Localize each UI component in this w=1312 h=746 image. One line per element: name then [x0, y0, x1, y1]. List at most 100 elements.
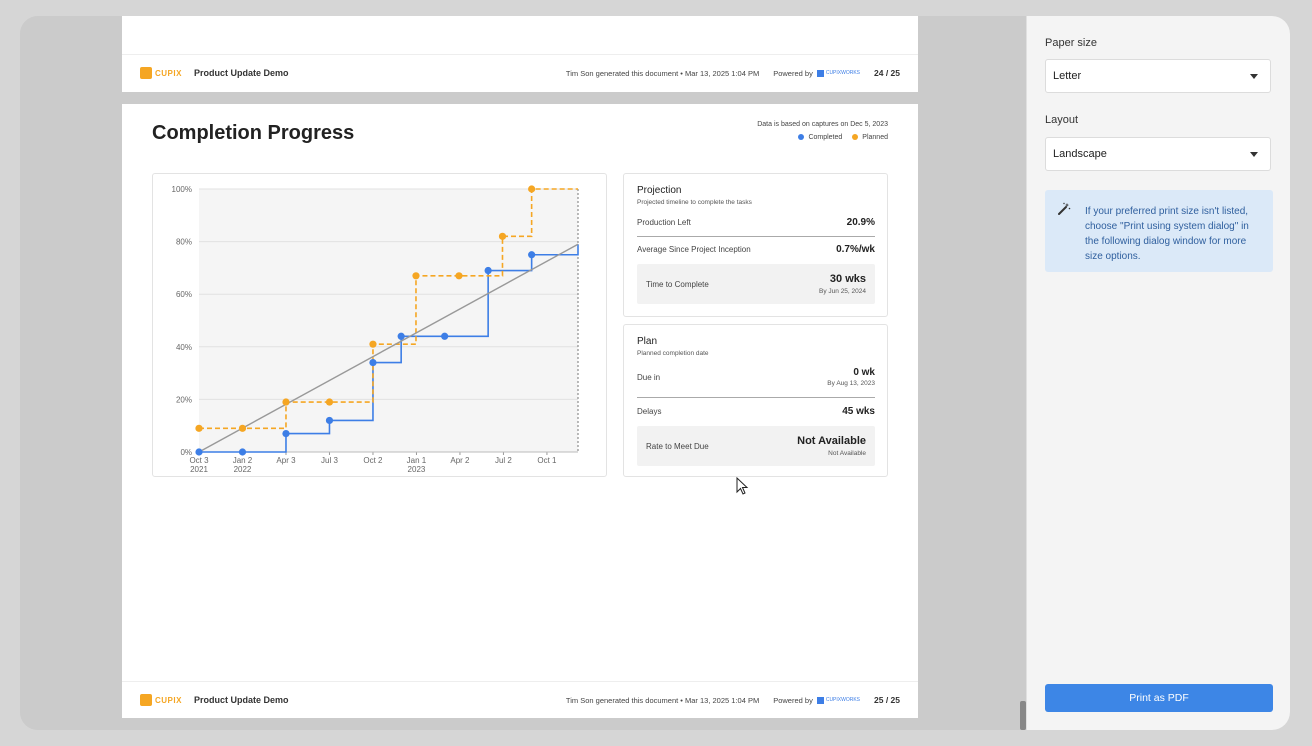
legend-completed-swatch [798, 134, 805, 141]
print-size-info: If your preferred print size isn't liste… [1045, 190, 1273, 272]
preview-page-24: CUPIX Product Update Demo Tim Son genera… [122, 16, 918, 92]
page-footer: CUPIX Product Update Demo Tim Son genera… [122, 54, 918, 91]
cupix-logo-icon [140, 67, 152, 79]
due-in-value: 0 wk [853, 367, 875, 378]
layout-label: Layout [1045, 114, 1079, 126]
rate-to-meet-due-value: Not Available [797, 435, 866, 447]
planned-point [455, 272, 463, 280]
due-in-label: Due in [637, 372, 661, 382]
planned-point [238, 424, 247, 432]
completed-point [325, 416, 334, 425]
average-row: Average Since Project Inception 0.7%/wk [637, 244, 875, 255]
x-tick-label: Jul 3 [321, 456, 338, 465]
legend-completed: Completed [798, 134, 842, 141]
time-to-complete-value: 30 wks [829, 273, 866, 285]
planned-point [528, 185, 536, 193]
print-as-pdf-button[interactable]: Print as PDF [1045, 684, 1273, 712]
page-number: 24 / 25 [874, 68, 900, 78]
delays-value: 45 wks [842, 406, 875, 417]
powered-by: Powered by CUPIXWORKS [773, 695, 860, 705]
x-tick-label: 2023 [408, 465, 426, 474]
cupix-logo: CUPIX [140, 67, 192, 79]
production-left-row: Production Left 20.9% [637, 217, 875, 228]
delays-label: Delays [637, 407, 662, 416]
paper-size-select[interactable]: Letter [1045, 59, 1271, 93]
caret-down-icon [1250, 152, 1258, 157]
y-tick-label: 100% [172, 185, 192, 194]
rate-to-meet-due-label: Rate to Meet Due [646, 442, 709, 451]
x-tick-label: Oct 1 [537, 456, 557, 465]
legend-planned: Planned [852, 134, 888, 141]
layout-value: Landscape [1053, 148, 1107, 160]
average-value: 0.7%/wk [836, 244, 875, 255]
y-tick-label: 0% [180, 448, 192, 457]
delays-row: Delays 45 wks [637, 406, 875, 417]
x-tick-label: 2021 [190, 465, 208, 474]
preview-scrollbar[interactable] [1020, 701, 1026, 730]
projection-subtitle: Projected timeline to complete the tasks [637, 199, 752, 206]
x-tick-label: Jul 2 [495, 456, 512, 465]
planned-point [282, 398, 290, 406]
y-tick-label: 20% [176, 395, 192, 404]
time-to-complete-date: By Jun 25, 2024 [819, 288, 866, 295]
plot-area [199, 189, 578, 452]
data-note: Data is based on captures on Dec 5, 2023 [757, 121, 888, 128]
generated-info: Tim Son generated this document • Mar 13… [565, 68, 760, 78]
completed-point [484, 266, 492, 275]
x-tick-label: Jan 2 [233, 456, 253, 465]
legend-planned-swatch [852, 134, 859, 141]
completion-chart: 0% 20% 40% 60% 80% 100% Oct 3 2021 Jan 2 2022 Apr … [152, 173, 607, 477]
print-size-info-text: If your preferred print size isn't liste… [1085, 206, 1249, 262]
layout-select[interactable]: Landscape [1045, 137, 1271, 171]
x-tick-label: Oct 3 [189, 456, 209, 465]
generated-info: Tim Son generated this document • Mar 13… [565, 695, 760, 705]
divider [637, 236, 875, 237]
planned-point [498, 232, 507, 240]
y-tick-label: 80% [176, 238, 192, 247]
page-number: 25 / 25 [874, 695, 900, 705]
plan-card: Plan Planned completion date Due in 0 wk… [623, 324, 888, 477]
rate-to-meet-due-sub: Not Available [828, 450, 866, 457]
due-in-date: By Aug 13, 2023 [827, 380, 875, 387]
production-left-value: 20.9% [846, 217, 875, 228]
planned-point [325, 398, 334, 406]
paper-size-label: Paper size [1045, 37, 1097, 49]
caret-down-icon [1250, 74, 1258, 79]
completed-point [195, 448, 203, 456]
y-tick-label: 40% [176, 343, 192, 352]
page-title: Completion Progress [152, 122, 355, 144]
y-tick-label: 60% [176, 290, 192, 299]
x-tick-label: Jan 1 [407, 456, 427, 465]
print-settings-panel: Paper size Letter Layout Landscape If yo… [1026, 16, 1290, 730]
print-preview[interactable]: CUPIX Product Update Demo Tim Son genera… [20, 16, 1022, 730]
completed-point [441, 332, 449, 340]
planned-point [195, 424, 203, 432]
divider [637, 397, 875, 398]
document-name: Product Update Demo [194, 68, 289, 78]
completed-point [282, 429, 290, 438]
average-label: Average Since Project Inception [637, 245, 751, 254]
cupixworks-logo-icon [816, 69, 824, 77]
mouse-cursor-icon [736, 477, 749, 495]
time-to-complete-box: Time to Complete 30 wks By Jun 25, 2024 [637, 264, 875, 304]
due-in-value-stack: 0 wk By Aug 13, 2023 [827, 367, 875, 387]
x-tick-label: Oct 2 [363, 456, 383, 465]
print-dialog: CUPIX Product Update Demo Tim Son genera… [20, 16, 1290, 730]
trend-line [198, 243, 579, 453]
projection-title: Projection [637, 185, 682, 196]
planned-line [199, 188, 578, 430]
planned-point [369, 340, 377, 348]
projection-card: Projection Projected timeline to complet… [623, 173, 888, 317]
completed-point [369, 358, 377, 367]
cupixworks-logo-icon [816, 696, 824, 704]
x-tick-label: Apr 2 [450, 456, 470, 465]
preview-page-25: Completion Progress Data is based on cap… [122, 104, 918, 718]
paper-size-value: Letter [1053, 70, 1082, 82]
planned-point [412, 272, 420, 280]
document-name: Product Update Demo [194, 695, 289, 705]
completed-point [238, 448, 247, 456]
cupix-logo: CUPIX [140, 694, 192, 706]
completed-point [528, 251, 536, 259]
